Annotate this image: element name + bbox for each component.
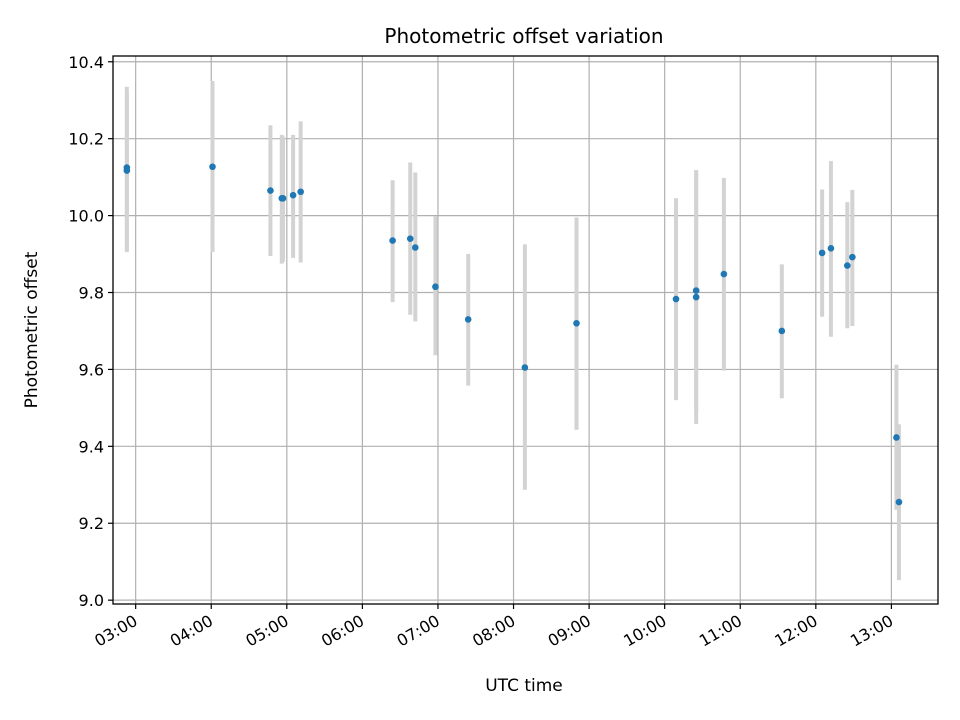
y-tick-label: 10.2 — [68, 130, 104, 149]
data-point — [893, 434, 900, 441]
y-axis-label: Photometric offset — [22, 251, 42, 408]
data-point — [289, 191, 297, 199]
y-tick-label: 9.8 — [79, 284, 104, 303]
y-tick-label: 9.4 — [79, 437, 104, 456]
data-point — [895, 498, 903, 506]
data-point — [464, 316, 472, 323]
data-point — [123, 167, 131, 174]
data-point — [692, 293, 700, 301]
data-point — [778, 327, 786, 335]
data-point — [720, 270, 728, 278]
data-point — [827, 244, 835, 252]
data-point — [209, 163, 216, 171]
y-axis-ticks: 9.0 9.2 9.4 9.6 9.8 10.0 10.2 10.4 — [68, 53, 113, 610]
data-point — [521, 364, 529, 371]
y-tick-label: 9.6 — [79, 360, 104, 379]
plot-frame — [112, 55, 939, 605]
y-tick-label: 10.4 — [68, 53, 104, 72]
data-point — [692, 287, 700, 294]
data-point — [672, 295, 680, 303]
x-axis-label: UTC time — [485, 676, 563, 696]
data-point — [297, 188, 304, 196]
data-point — [844, 262, 851, 269]
data-point — [406, 235, 414, 242]
data-point — [389, 237, 396, 244]
data-point — [411, 244, 419, 251]
data-point — [279, 194, 287, 202]
data-point — [432, 283, 439, 291]
data-point — [849, 253, 856, 261]
y-tick-label: 9.0 — [79, 591, 104, 610]
y-tick-label: 10.0 — [68, 207, 104, 226]
data-point — [267, 187, 274, 194]
chart-title: Photometric offset variation — [384, 24, 663, 48]
data-point — [818, 249, 826, 257]
data-point — [573, 319, 580, 327]
y-tick-label: 9.2 — [79, 514, 104, 533]
data-points — [123, 163, 903, 506]
